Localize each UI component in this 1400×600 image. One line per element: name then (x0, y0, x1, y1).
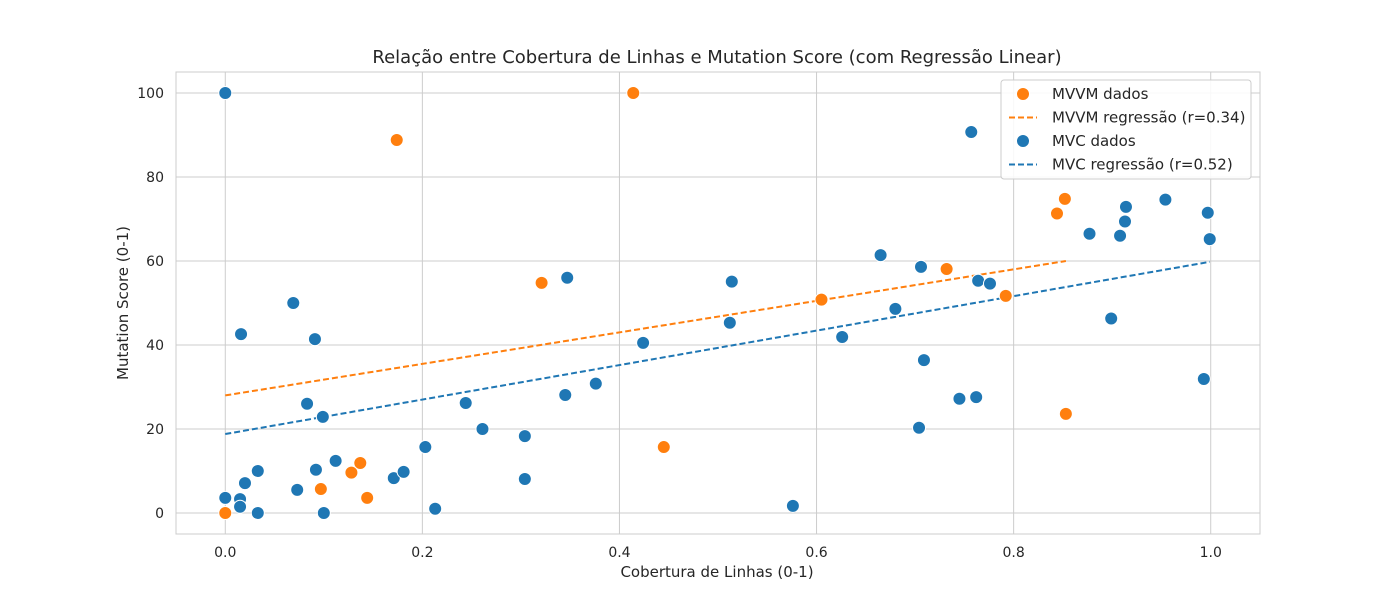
data-point (636, 335, 651, 350)
data-point (1082, 226, 1097, 241)
data-point (1104, 311, 1119, 326)
x-tick-label: 0.8 (1003, 545, 1025, 561)
data-point (353, 456, 368, 471)
regression-line (225, 260, 1067, 397)
data-point (328, 453, 343, 468)
data-point (313, 482, 328, 497)
data-point (218, 86, 233, 100)
data-point (458, 395, 473, 410)
data-point (316, 506, 331, 520)
data-point (386, 471, 401, 486)
data-point (785, 498, 800, 513)
y-axis-label: Mutation Score (0-1) (114, 226, 132, 380)
data-point (344, 465, 359, 480)
data-point (300, 396, 315, 411)
data-point (939, 261, 954, 276)
data-point (888, 301, 903, 316)
data-point (1196, 372, 1211, 387)
data-point (218, 506, 233, 520)
data-point (1117, 214, 1132, 229)
data-point (952, 391, 967, 406)
data-point (315, 409, 330, 424)
data-point (233, 499, 248, 514)
data-point (250, 506, 265, 520)
data-point (1158, 192, 1173, 207)
data-point (1058, 406, 1073, 421)
data-point (560, 270, 575, 285)
regression-lines (225, 260, 1210, 436)
data-point (998, 288, 1013, 303)
data-point (389, 133, 404, 148)
legend: MVVM dados MVVM regressão (r=0.34) MVC dad… (1000, 79, 1252, 180)
x-tick-label: 0.0 (214, 545, 236, 561)
data-point (835, 330, 850, 345)
data-points (218, 86, 1217, 520)
legend-label: MVC regressão (r=0.52) (1052, 156, 1233, 174)
data-point (916, 353, 931, 368)
data-point (1049, 206, 1064, 221)
data-point (396, 464, 411, 479)
plot-frame (175, 71, 1261, 535)
data-point (517, 471, 532, 486)
legend-marker (1016, 87, 1030, 101)
y-tick-label: 100 (137, 86, 164, 102)
x-axis-label: Cobertura de Linhas (0-1) (620, 563, 813, 581)
regression-line (225, 260, 1210, 436)
data-point (418, 440, 433, 455)
data-point (218, 490, 233, 505)
x-tick-label: 0.4 (608, 545, 630, 561)
data-point (1057, 191, 1072, 206)
y-tick-label: 60 (146, 254, 164, 270)
data-point (237, 476, 252, 491)
y-tick-label: 20 (146, 422, 164, 438)
y-tick-label: 80 (146, 170, 164, 186)
data-point (308, 462, 323, 477)
data-point (286, 296, 301, 310)
data-point (722, 315, 737, 330)
chart-title: Relação entre Cobertura de Linhas e Muta… (372, 47, 1061, 68)
x-tick-label: 1.0 (1200, 545, 1222, 561)
data-point (558, 387, 573, 402)
legend-marker (1016, 134, 1030, 148)
data-point (1202, 232, 1217, 247)
data-point (290, 482, 305, 497)
y-tick-label: 40 (146, 338, 164, 354)
data-point (814, 292, 829, 307)
legend-label: MVC dados (1052, 132, 1136, 150)
data-point (964, 125, 979, 140)
data-point (656, 440, 671, 455)
y-tick-label: 0 (155, 506, 164, 522)
data-point (517, 429, 532, 444)
data-point (969, 390, 984, 405)
data-point (873, 248, 888, 263)
data-point (971, 273, 986, 288)
legend-label: MVVM regressão (r=0.34) (1052, 109, 1245, 127)
data-point (626, 86, 641, 100)
data-point (534, 275, 549, 290)
data-point (475, 422, 490, 436)
data-point (1200, 205, 1215, 220)
data-point (724, 274, 739, 289)
x-tick-labels: 0.0 0.2 0.4 0.6 0.8 1.0 (214, 545, 1222, 561)
data-point (428, 501, 443, 516)
y-tick-labels: 0 20 40 60 80 100 (137, 86, 164, 522)
legend-box (1000, 79, 1252, 180)
data-point (982, 276, 997, 291)
data-point (914, 259, 929, 274)
data-point (360, 490, 375, 505)
data-point (307, 332, 322, 347)
x-tick-label: 0.2 (411, 545, 433, 561)
data-point (250, 464, 265, 478)
data-point (588, 376, 603, 391)
x-tick-label: 0.6 (805, 545, 827, 561)
data-point (1118, 199, 1133, 214)
data-point (912, 420, 927, 435)
data-point (234, 327, 249, 342)
data-point (1113, 228, 1128, 243)
legend-label: MVVM dados (1052, 85, 1149, 103)
